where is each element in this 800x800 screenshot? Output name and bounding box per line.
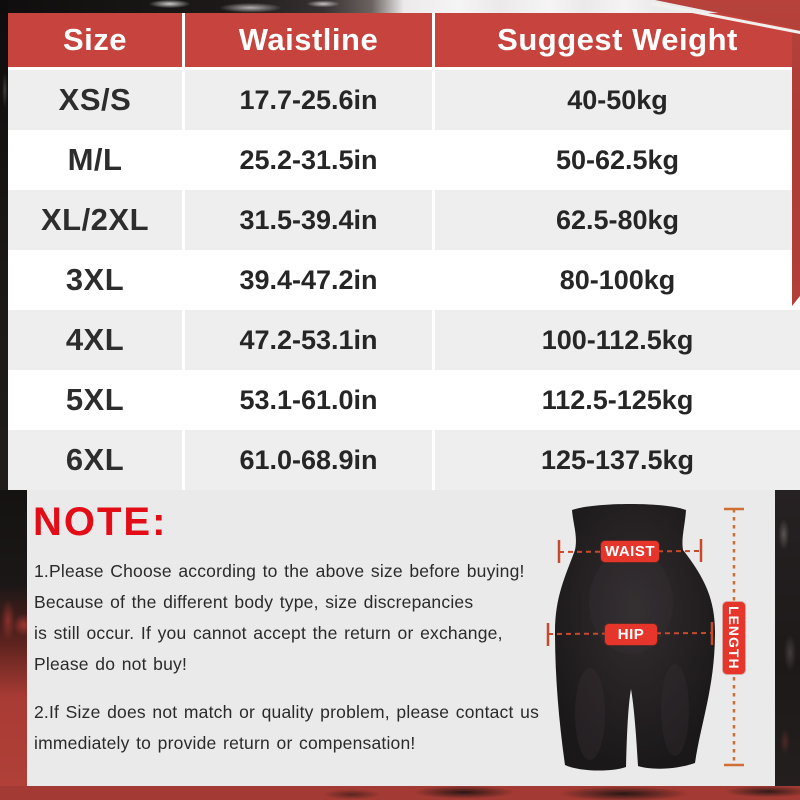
size-cell: M/L [8,130,185,190]
table-row: 3XL 39.4-47.2in 80-100kg [8,250,800,310]
waistline-cell: 17.7-25.6in [185,70,435,130]
length-label: LENGTH [723,602,745,674]
weight-cell: 40-50kg [567,84,668,115]
table-row: 4XL 47.2-53.1in 100-112.5kg [8,310,800,370]
size-cell: XS/S [8,70,185,130]
shapewear-illustration [546,504,744,771]
waist-measure-line [558,550,702,553]
table-header-row: Size Waistline Suggest Weight [8,13,800,70]
waistline-cell: 61.0-68.9in [185,430,435,490]
garment-figure: WAIST HIP LENGTH [535,482,761,784]
note-item-1: 1.Please Choose according to the above s… [34,561,525,674]
table-row: XS/S 17.7-25.6in 40-50kg [8,70,800,130]
note-body: 1.Please Choose according to the above s… [34,556,559,776]
leg-highlight-left [575,668,605,760]
waistline-cell: 47.2-53.1in [185,310,435,370]
grunge-border-top [0,0,404,13]
table-row: M/L 25.2-31.5in 50-62.5kg [8,130,800,190]
grunge-border-left-lower [0,490,27,786]
waistline-cell: 31.5-39.4in [185,190,435,250]
weight-cell: 50-62.5kg [555,144,680,175]
size-table: Size Waistline Suggest Weight XS/S 17.7-… [8,13,800,490]
column-header-weight: Suggest Weight [497,22,738,57]
size-cell: 5XL [8,370,185,430]
top-watermark-strip [404,0,654,13]
weight-cell: 100-112.5kg [541,324,694,355]
column-header-size: Size [8,13,185,67]
size-cell: XL/2XL [8,190,185,250]
weight-cell: 112.5-125kg [541,384,694,415]
waistline-cell: 25.2-31.5in [185,130,435,190]
weight-cell: 125-137.5kg [540,444,695,475]
waist-label: WAIST [601,541,659,562]
grunge-border-right [775,490,800,786]
table-row: 6XL 61.0-68.9in 125-137.5kg [8,430,800,490]
table-row: XL/2XL 31.5-39.4in 62.5-80kg [8,190,800,250]
size-cell: 6XL [8,430,185,490]
grunge-border-left [0,0,8,500]
waistline-cell: 39.4-47.2in [185,250,435,310]
grunge-border-bottom [0,786,800,800]
note-item-2: 2.If Size does not match or quality prob… [34,702,540,753]
table-row: 5XL 53.1-61.0in 112.5-125kg [8,370,800,430]
note-heading: NOTE: [33,500,168,544]
leg-highlight-right [661,664,689,756]
waistline-cell: 53.1-61.0in [185,370,435,430]
weight-cell: 80-100kg [559,264,676,295]
size-cell: 3XL [8,250,185,310]
size-cell: 4XL [8,310,185,370]
weight-cell: 62.5-80kg [555,204,680,235]
column-header-waistline: Waistline [185,13,435,67]
hip-label: HIP [605,624,657,645]
